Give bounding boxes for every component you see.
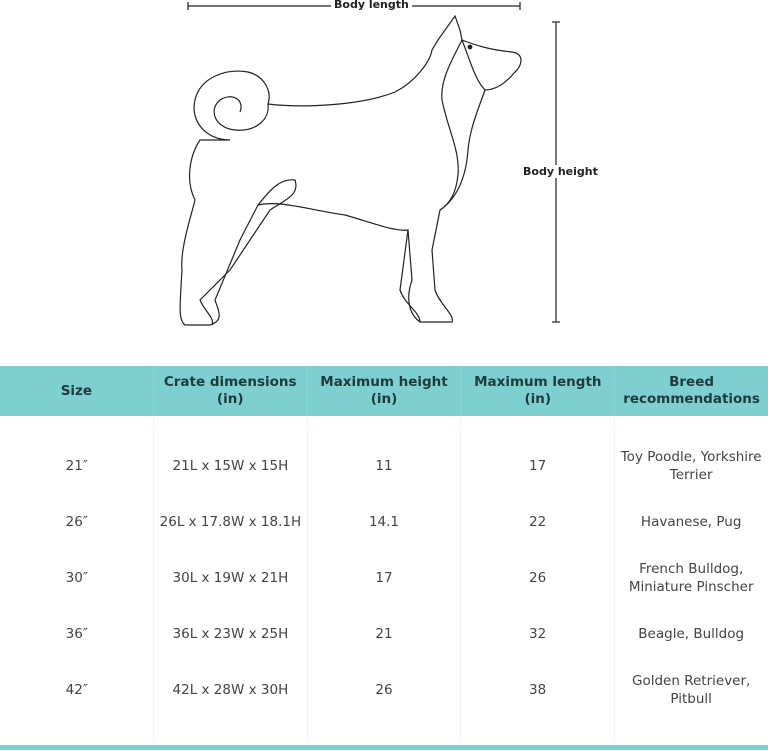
cell-size: 42″	[65, 682, 88, 698]
cell-maximum-length: 38	[528, 682, 547, 698]
dog-outline-illustration	[179, 2, 560, 326]
table-row: 30″ 30L x 19W x 21H 17 26 French Bulldog, Mi…	[0, 550, 768, 606]
cell-size: 21″	[65, 458, 88, 474]
table-row: 26″ 26L x 17.8W x 18.1H 14.1 22 Havanese, Pu…	[0, 494, 768, 550]
cell-maximum-height: 14.1	[368, 514, 400, 530]
cell-size: 36″	[65, 626, 88, 642]
cell-breed-recommendations: French Bulldog, Miniature Pinscher	[628, 561, 754, 595]
dog-measurement-diagram: Body length Body height	[0, 0, 768, 340]
cell-maximum-length: 22	[528, 514, 547, 530]
dog-icon	[179, 14, 522, 326]
cell-breed-recommendations: Havanese, Pug	[640, 514, 742, 530]
cell-breed-recommendations: Toy Poodle, Yorkshire Terrier	[620, 449, 762, 483]
cell-maximum-height: 21	[375, 626, 393, 642]
cell-size: 30″	[65, 570, 88, 586]
cell-maximum-height: 26	[375, 682, 393, 698]
table-row: 36″ 36L x 23W x 25H 21 32 Beagle, Bulldog	[0, 606, 768, 662]
cell-crate-dimensions: 21L x 15W x 15H	[172, 458, 289, 474]
cell-maximum-length: 26	[528, 570, 547, 586]
header-size: Size	[0, 366, 154, 416]
header-breed-recommendations: Breed recommendations	[623, 374, 760, 407]
cell-maximum-height: 17	[375, 570, 393, 586]
header-maximum-height: Maximum height (in)	[308, 366, 462, 416]
size-chart-table: Size Crate dimensions (in) Maximum heigh…	[0, 366, 768, 746]
cell-size: 26″	[65, 514, 88, 530]
body-height-label: Body height	[520, 165, 601, 178]
cell-breed-recommendations: Beagle, Bulldog	[638, 626, 745, 642]
cell-maximum-length: 17	[528, 458, 547, 474]
table-header: Size Crate dimensions (in) Maximum heigh…	[0, 366, 768, 416]
header-maximum-length: Maximum length (in)	[461, 366, 616, 416]
table-bottom-border	[0, 745, 768, 750]
cell-maximum-length: 32	[528, 626, 547, 642]
header-crate-dimensions: Crate dimensions (in)	[154, 366, 308, 416]
cell-breed-recommendations: Golden Retriever, Pitbull	[632, 673, 751, 707]
table-row: 21″ 21L x 15W x 15H 11 17 Toy Poodle, Yorksh…	[0, 438, 768, 494]
table-row: 42″ 42L x 28W x 30H 26 38 Golden Retriever, …	[0, 662, 768, 718]
cell-crate-dimensions: 42L x 28W x 30H	[172, 682, 289, 698]
cell-maximum-height: 11	[375, 458, 393, 474]
cell-crate-dimensions: 36L x 23W x 25H	[172, 626, 289, 642]
cell-crate-dimensions: 26L x 17.8W x 18.1H	[159, 514, 302, 530]
body-length-label: Body length	[331, 0, 412, 11]
cell-crate-dimensions: 30L x 19W x 21H	[172, 570, 289, 586]
